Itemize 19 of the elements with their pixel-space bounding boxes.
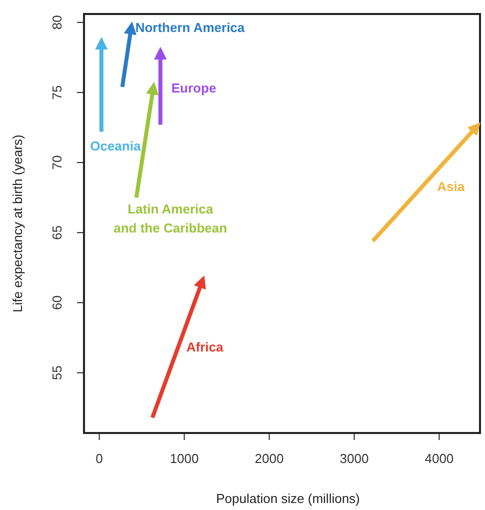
series-label: Northern America — [135, 20, 246, 35]
series-label: Oceania — [90, 138, 142, 154]
series-label: Latin America and the Caribbean — [114, 202, 228, 236]
series-label: Africa — [186, 340, 224, 355]
x-tick-label: 3000 — [340, 451, 369, 466]
x-tick-label: 2000 — [254, 451, 284, 466]
y-tick-label: 60 — [50, 295, 65, 310]
y-tick-label: 65 — [50, 225, 65, 240]
x-axis-title: Population size (millions) — [216, 491, 360, 506]
y-tick-label: 70 — [50, 155, 65, 170]
y-axis-title: Life expectancy at birth (years) — [10, 134, 25, 312]
series-label: Europe — [171, 80, 216, 96]
y-tick-label: 55 — [50, 366, 65, 380]
y-tick-label: 75 — [50, 85, 65, 100]
x-tick-label: 0 — [96, 451, 103, 466]
y-tick-label: 80 — [50, 15, 65, 30]
series-label: Asia — [437, 179, 466, 194]
x-tick-label: 4000 — [424, 451, 454, 466]
x-tick-label: 1000 — [170, 451, 199, 466]
